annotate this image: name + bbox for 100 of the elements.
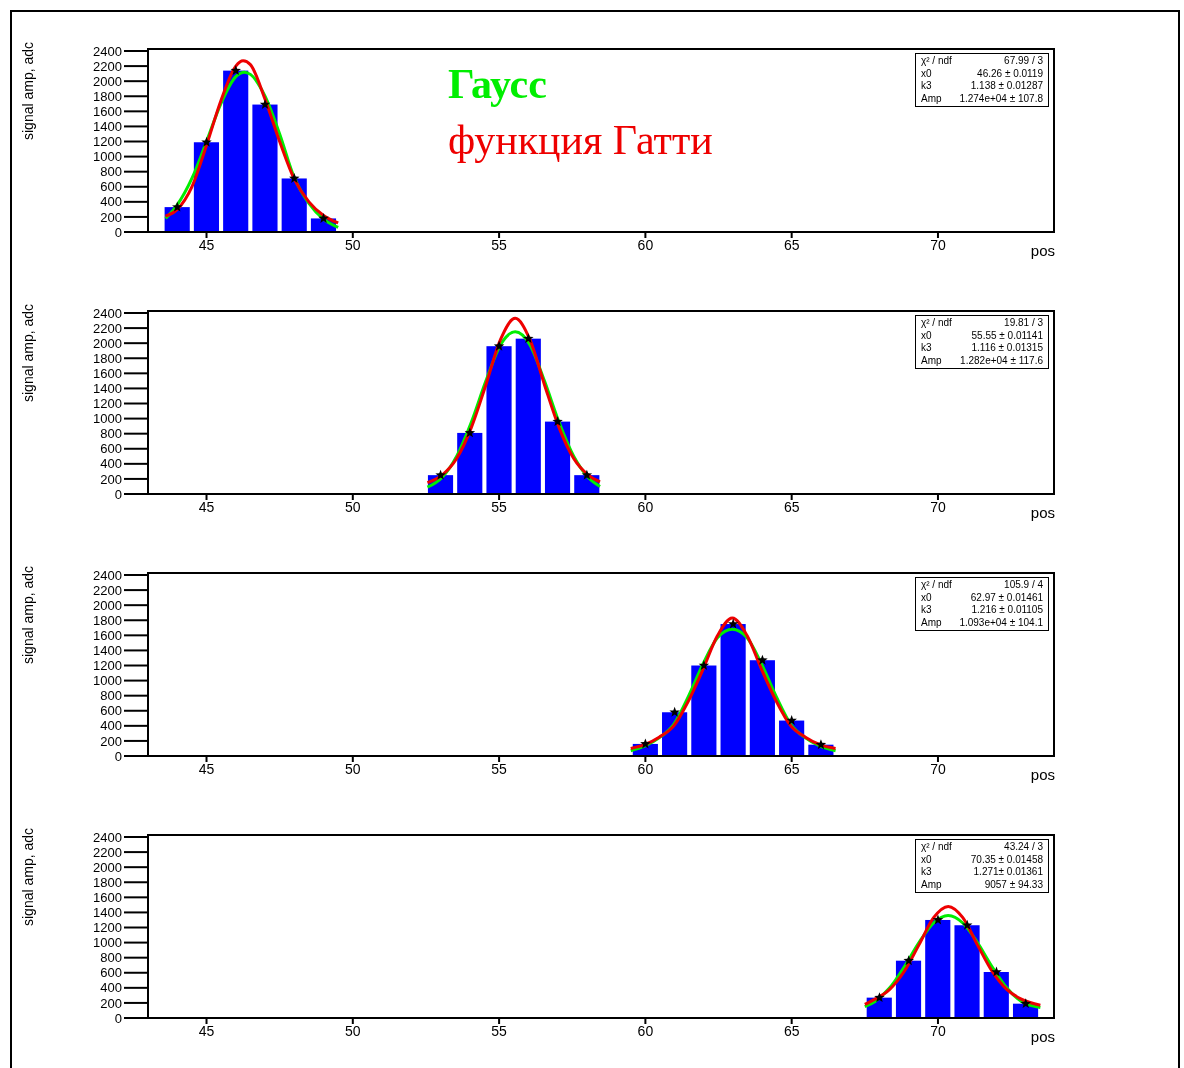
x-tick-label: 70	[930, 1022, 946, 1039]
y-tick-label: 600	[100, 441, 122, 457]
point	[289, 172, 300, 183]
y-axis-title: signal amp, adc	[19, 41, 36, 140]
y-tick-label: 1800	[93, 88, 122, 104]
annotation: x0	[921, 591, 932, 604]
y-tick-label: 1000	[93, 673, 122, 689]
annotation: 1.274e+04 ± 107.8	[959, 92, 1043, 105]
annotation: k3	[921, 604, 932, 617]
point	[932, 914, 944, 925]
y-tick-label: 0	[114, 748, 122, 764]
y-tick-label: 1000	[93, 935, 122, 951]
y-tick-label: 2000	[93, 597, 122, 613]
point	[552, 416, 563, 427]
annotation: Amp	[921, 354, 942, 367]
text: Гаусс	[448, 60, 547, 108]
x-tick-label: 50	[345, 1022, 361, 1039]
y-tick-label: 1000	[93, 411, 122, 427]
point	[435, 469, 446, 480]
x-tick-label: 55	[491, 1022, 508, 1039]
y-tick-label: 800	[100, 164, 122, 180]
point	[991, 966, 1002, 977]
y-tick-label: 1600	[93, 889, 122, 905]
x-axis-title: pos	[1030, 766, 1055, 783]
y-tick-label: 400	[100, 456, 122, 472]
point	[259, 99, 271, 110]
x-tick-label: 70	[930, 498, 946, 515]
point	[815, 739, 827, 750]
x-axis-title: pos	[1030, 1028, 1055, 1045]
y-tick-label: 1200	[93, 134, 122, 150]
point	[727, 618, 739, 629]
annotation: χ² / ndf	[921, 317, 952, 330]
y-tick-label: 1800	[93, 612, 122, 628]
y-tick-label: 0	[114, 486, 122, 502]
y-tick-label: 1600	[93, 365, 122, 381]
point	[903, 955, 914, 966]
y-tick-label: 800	[100, 688, 122, 704]
annotation: 1.282e+04 ± 117.6	[960, 354, 1043, 367]
y-tick-label: 1400	[93, 119, 122, 135]
annotation: χ² / ndf	[921, 841, 952, 854]
y-tick-label: 600	[100, 965, 122, 981]
y-tick-label: 1600	[93, 627, 122, 643]
annotation: 1.138 ± 0.01287	[970, 80, 1043, 93]
y-tick-label: 400	[100, 980, 122, 996]
y-tick-label: 400	[100, 194, 122, 210]
annotation: 19.81 / 3	[1004, 317, 1043, 330]
x-tick-label: 55	[491, 760, 508, 777]
y-tick-label: 200	[100, 471, 122, 487]
point	[669, 706, 680, 717]
y-tick-label: 1400	[93, 381, 122, 397]
annotation: 105.9 / 4	[1004, 579, 1043, 592]
x-tick-label: 65	[783, 236, 800, 253]
y-tick-label: 1200	[93, 396, 122, 412]
annotation: 1.093e+04 ± 104.1	[959, 616, 1043, 629]
y-tick-label: 1400	[93, 905, 122, 921]
y-tick-label: 2000	[93, 335, 122, 351]
annotation: k3	[921, 866, 932, 879]
annotation: 1.216 ± 0.01105	[971, 604, 1043, 617]
y-tick-label: 2200	[93, 844, 122, 860]
text: функция Гатти	[448, 116, 713, 164]
annotation: k3	[921, 342, 932, 355]
y-tick-label: 200	[100, 733, 122, 749]
point	[201, 136, 212, 147]
y-tick-label: 600	[100, 179, 122, 195]
y-tick-label: 0	[114, 224, 122, 240]
y-tick-label: 1600	[93, 103, 122, 119]
x-tick-label: 65	[783, 498, 800, 515]
annotation: 67.99 / 3	[1004, 55, 1043, 68]
annotation: Amp	[921, 878, 942, 891]
x-tick-label: 60	[637, 760, 654, 777]
annotation: 9057 ± 94.33	[984, 878, 1043, 891]
y-tick-label: 1800	[93, 350, 122, 366]
annotation: 43.24 / 3	[1004, 841, 1043, 854]
annotation: x0	[921, 329, 932, 342]
annotation: Amp	[921, 92, 942, 105]
x-tick-label: 50	[345, 760, 361, 777]
y-tick-label: 1000	[93, 149, 122, 165]
annotation: 70.35 ± 0.01458	[970, 853, 1043, 866]
annotation: k3	[921, 80, 932, 93]
y-tick-label: 800	[100, 426, 122, 442]
y-axis-title: signal amp, adc	[19, 827, 36, 926]
y-tick-label: 0	[114, 1010, 122, 1026]
x-tick-label: 50	[345, 498, 361, 515]
y-tick-label: 400	[100, 718, 122, 734]
x-tick-label: 70	[930, 760, 946, 777]
x-tick-label: 65	[783, 1022, 800, 1039]
annotation: x0	[921, 67, 932, 80]
point	[1020, 998, 1031, 1009]
y-tick-label: 200	[100, 995, 122, 1011]
x-tick-label: 60	[637, 498, 654, 515]
y-tick-label: 600	[100, 703, 122, 719]
x-tick-label: 60	[637, 236, 654, 253]
x-axis-title: pos	[1030, 504, 1055, 521]
x-tick-label: 70	[930, 236, 946, 253]
y-tick-label: 2400	[93, 305, 122, 321]
annotation: 46.26 ± 0.0119	[977, 67, 1043, 80]
x-tick-label: 65	[783, 760, 800, 777]
y-tick-label: 1200	[93, 658, 122, 674]
x-tick-label: 60	[637, 1022, 654, 1039]
y-tick-label: 2400	[93, 43, 122, 59]
